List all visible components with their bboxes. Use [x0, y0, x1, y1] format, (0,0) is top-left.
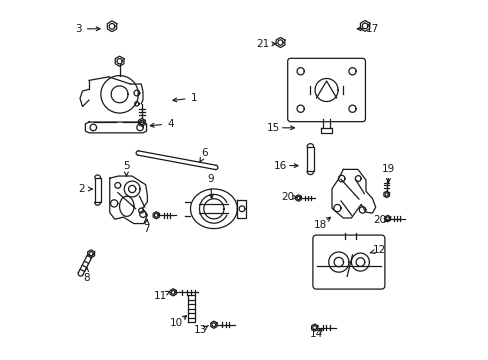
- Text: 16: 16: [273, 161, 286, 171]
- Text: 2: 2: [78, 184, 85, 194]
- Text: 21: 21: [256, 39, 269, 49]
- Text: 17: 17: [365, 24, 378, 34]
- Text: 9: 9: [206, 174, 213, 184]
- Text: 12: 12: [372, 245, 386, 255]
- Text: 7: 7: [143, 224, 150, 234]
- Text: 8: 8: [82, 273, 89, 283]
- Text: 15: 15: [266, 123, 279, 133]
- Text: 10: 10: [170, 318, 183, 328]
- Text: 6: 6: [201, 148, 208, 158]
- Text: 18: 18: [313, 220, 326, 230]
- Text: 3: 3: [75, 24, 81, 34]
- Text: 20: 20: [281, 192, 294, 202]
- Text: 11: 11: [153, 291, 166, 301]
- Text: 13: 13: [194, 325, 207, 336]
- Text: 14: 14: [309, 329, 323, 339]
- Text: 20: 20: [372, 215, 386, 225]
- Text: 1: 1: [190, 93, 197, 103]
- Text: 4: 4: [167, 119, 174, 129]
- Text: 5: 5: [123, 161, 129, 171]
- Text: 19: 19: [381, 164, 394, 174]
